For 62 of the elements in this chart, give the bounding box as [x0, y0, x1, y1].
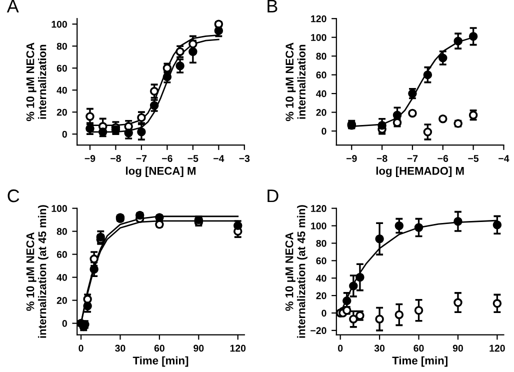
- x-tick-label: −5: [468, 155, 479, 162]
- chart-title: D: [268, 190, 278, 202]
- y-tick-label: 80: [56, 228, 67, 235]
- x-axis-title: Time [min]: [392, 356, 448, 367]
- x-tick-label: 0: [78, 344, 84, 352]
- y-axis-title: % 10 μM NECA internalization (at 45 min): [26, 205, 48, 338]
- x-tick-label: 120: [230, 344, 246, 352]
- y-tick-label: 60: [56, 251, 67, 258]
- y-tick-label: 40: [316, 90, 326, 98]
- y-tick-label: 60: [316, 72, 326, 78]
- y-tick-label: 120: [311, 205, 326, 212]
- x-tick-label: −3: [239, 155, 250, 162]
- chart-title: A: [6, 0, 19, 12]
- x-tick-label: −8: [376, 155, 388, 162]
- x-tick-label: 30: [115, 344, 126, 352]
- y-tick-label: 0: [62, 130, 67, 138]
- y-tick-label: 100: [311, 34, 326, 41]
- y-tick-label: 100: [311, 222, 326, 230]
- x-axis-title: Time [min]: [132, 356, 188, 367]
- x-tick-label: −7: [407, 155, 418, 162]
- x-tick-label: 90: [452, 344, 463, 352]
- x-tick-label: 60: [154, 344, 164, 352]
- y-tick-label: 0: [62, 320, 67, 327]
- x-tick-label: −7: [136, 155, 147, 162]
- y-tick-label: 40: [56, 86, 67, 94]
- y-tick-label: 20: [56, 108, 67, 116]
- x-tick-label: −6: [438, 155, 448, 162]
- x-tick-label: 120: [490, 344, 505, 352]
- x-tick-label: −4: [498, 155, 510, 162]
- y-tick-label: 40: [56, 274, 67, 281]
- x-tick-label: 30: [374, 344, 385, 352]
- x-axis-title: log [HEMADO] M: [376, 166, 464, 178]
- x-tick-label: 0: [338, 344, 343, 352]
- y-tick-label: −20: [310, 327, 326, 334]
- x-tick-label: −5: [188, 155, 198, 162]
- y-tick-label: 80: [316, 52, 326, 60]
- chart-title: B: [268, 0, 278, 12]
- y-tick-label: 0: [322, 128, 326, 135]
- y-tick-label: 100: [52, 20, 67, 28]
- y-tick-label: 20: [316, 109, 326, 116]
- y-tick-label: 80: [56, 42, 67, 50]
- y-tick-label: 20: [56, 297, 67, 304]
- x-tick-label: −9: [346, 155, 357, 162]
- x-axis-title: log [NECA] M: [126, 166, 196, 178]
- x-tick-label: −4: [214, 155, 224, 162]
- x-tick-label: −6: [162, 155, 172, 162]
- chart-title: C: [8, 189, 20, 202]
- y-tick-label: 60: [56, 64, 67, 72]
- x-tick-label: −8: [110, 155, 121, 162]
- y-tick-label: 60: [316, 257, 326, 264]
- y-axis-title: % 10 μM NECA internalization (at 45 min): [285, 205, 308, 338]
- y-tick-label: 100: [52, 205, 67, 212]
- y-tick-label: 0: [322, 310, 326, 317]
- y-axis-title: % 10 μM NECA internalization: [286, 42, 306, 122]
- y-tick-label: 120: [311, 15, 326, 22]
- y-tick-label: 80: [316, 240, 326, 247]
- y-axis-title: % 10 μM NECA internalization: [26, 42, 46, 122]
- y-tick-label: 20: [316, 292, 326, 300]
- x-tick-label: 60: [414, 344, 424, 352]
- x-tick-label: 90: [194, 344, 204, 352]
- y-tick-label: 40: [316, 274, 326, 282]
- x-tick-label: −9: [84, 155, 96, 162]
